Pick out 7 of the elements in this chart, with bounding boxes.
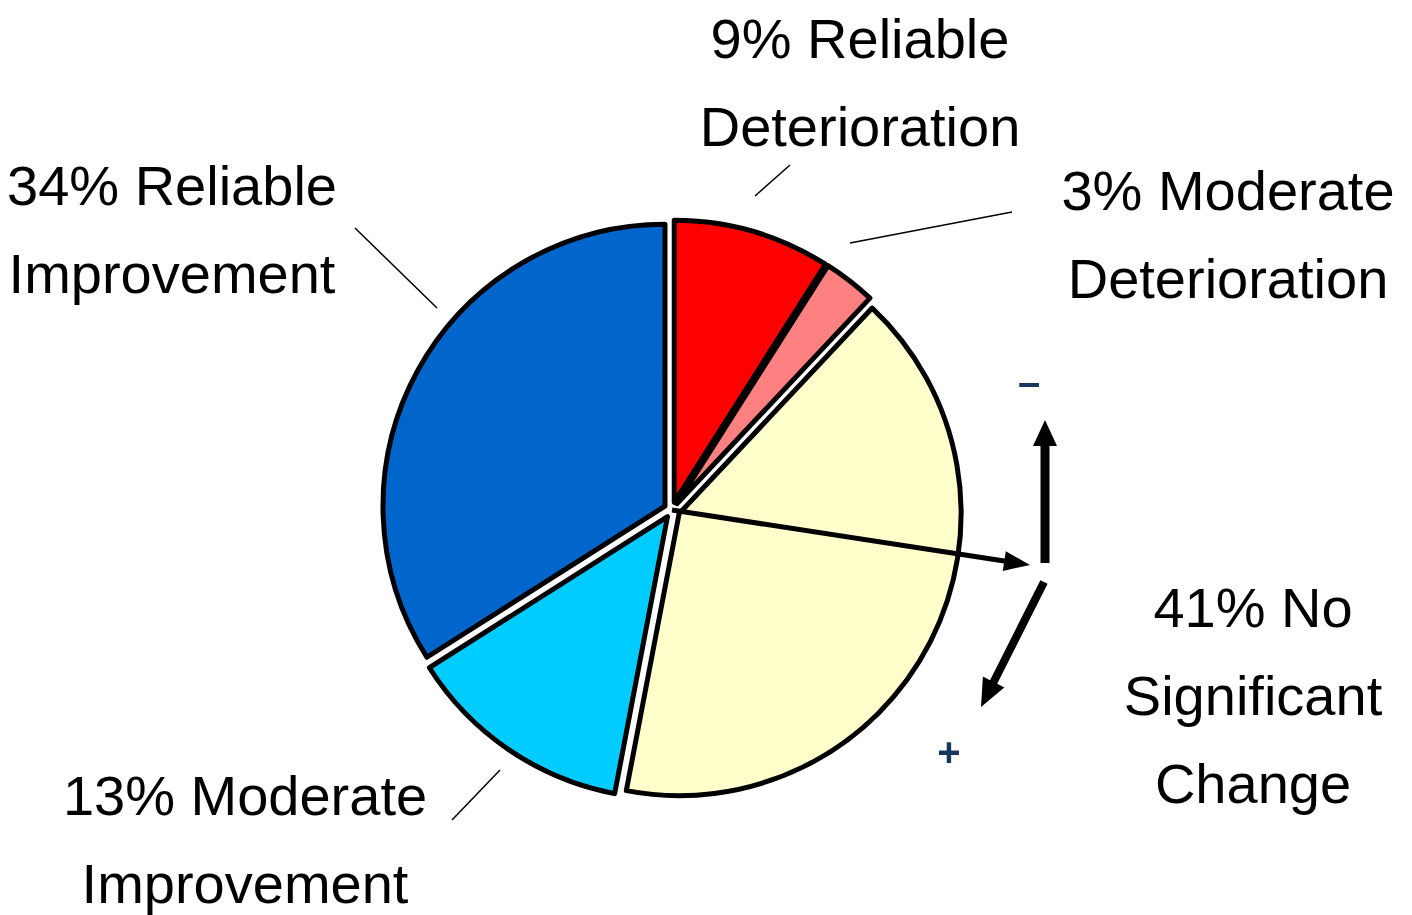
text: – bbox=[1017, 360, 1041, 404]
slice-label: 41% No Significant Change bbox=[1123, 576, 1383, 815]
text: + bbox=[937, 730, 961, 774]
slice-label: 9% Reliable Deterioration bbox=[699, 7, 1021, 158]
legend-label: 3% Moderate Deterioration bbox=[1061, 159, 1395, 310]
slice-label: 13% Moderate Improvement bbox=[62, 764, 428, 915]
slice-label: 34% Reliable Improvement bbox=[7, 154, 337, 305]
